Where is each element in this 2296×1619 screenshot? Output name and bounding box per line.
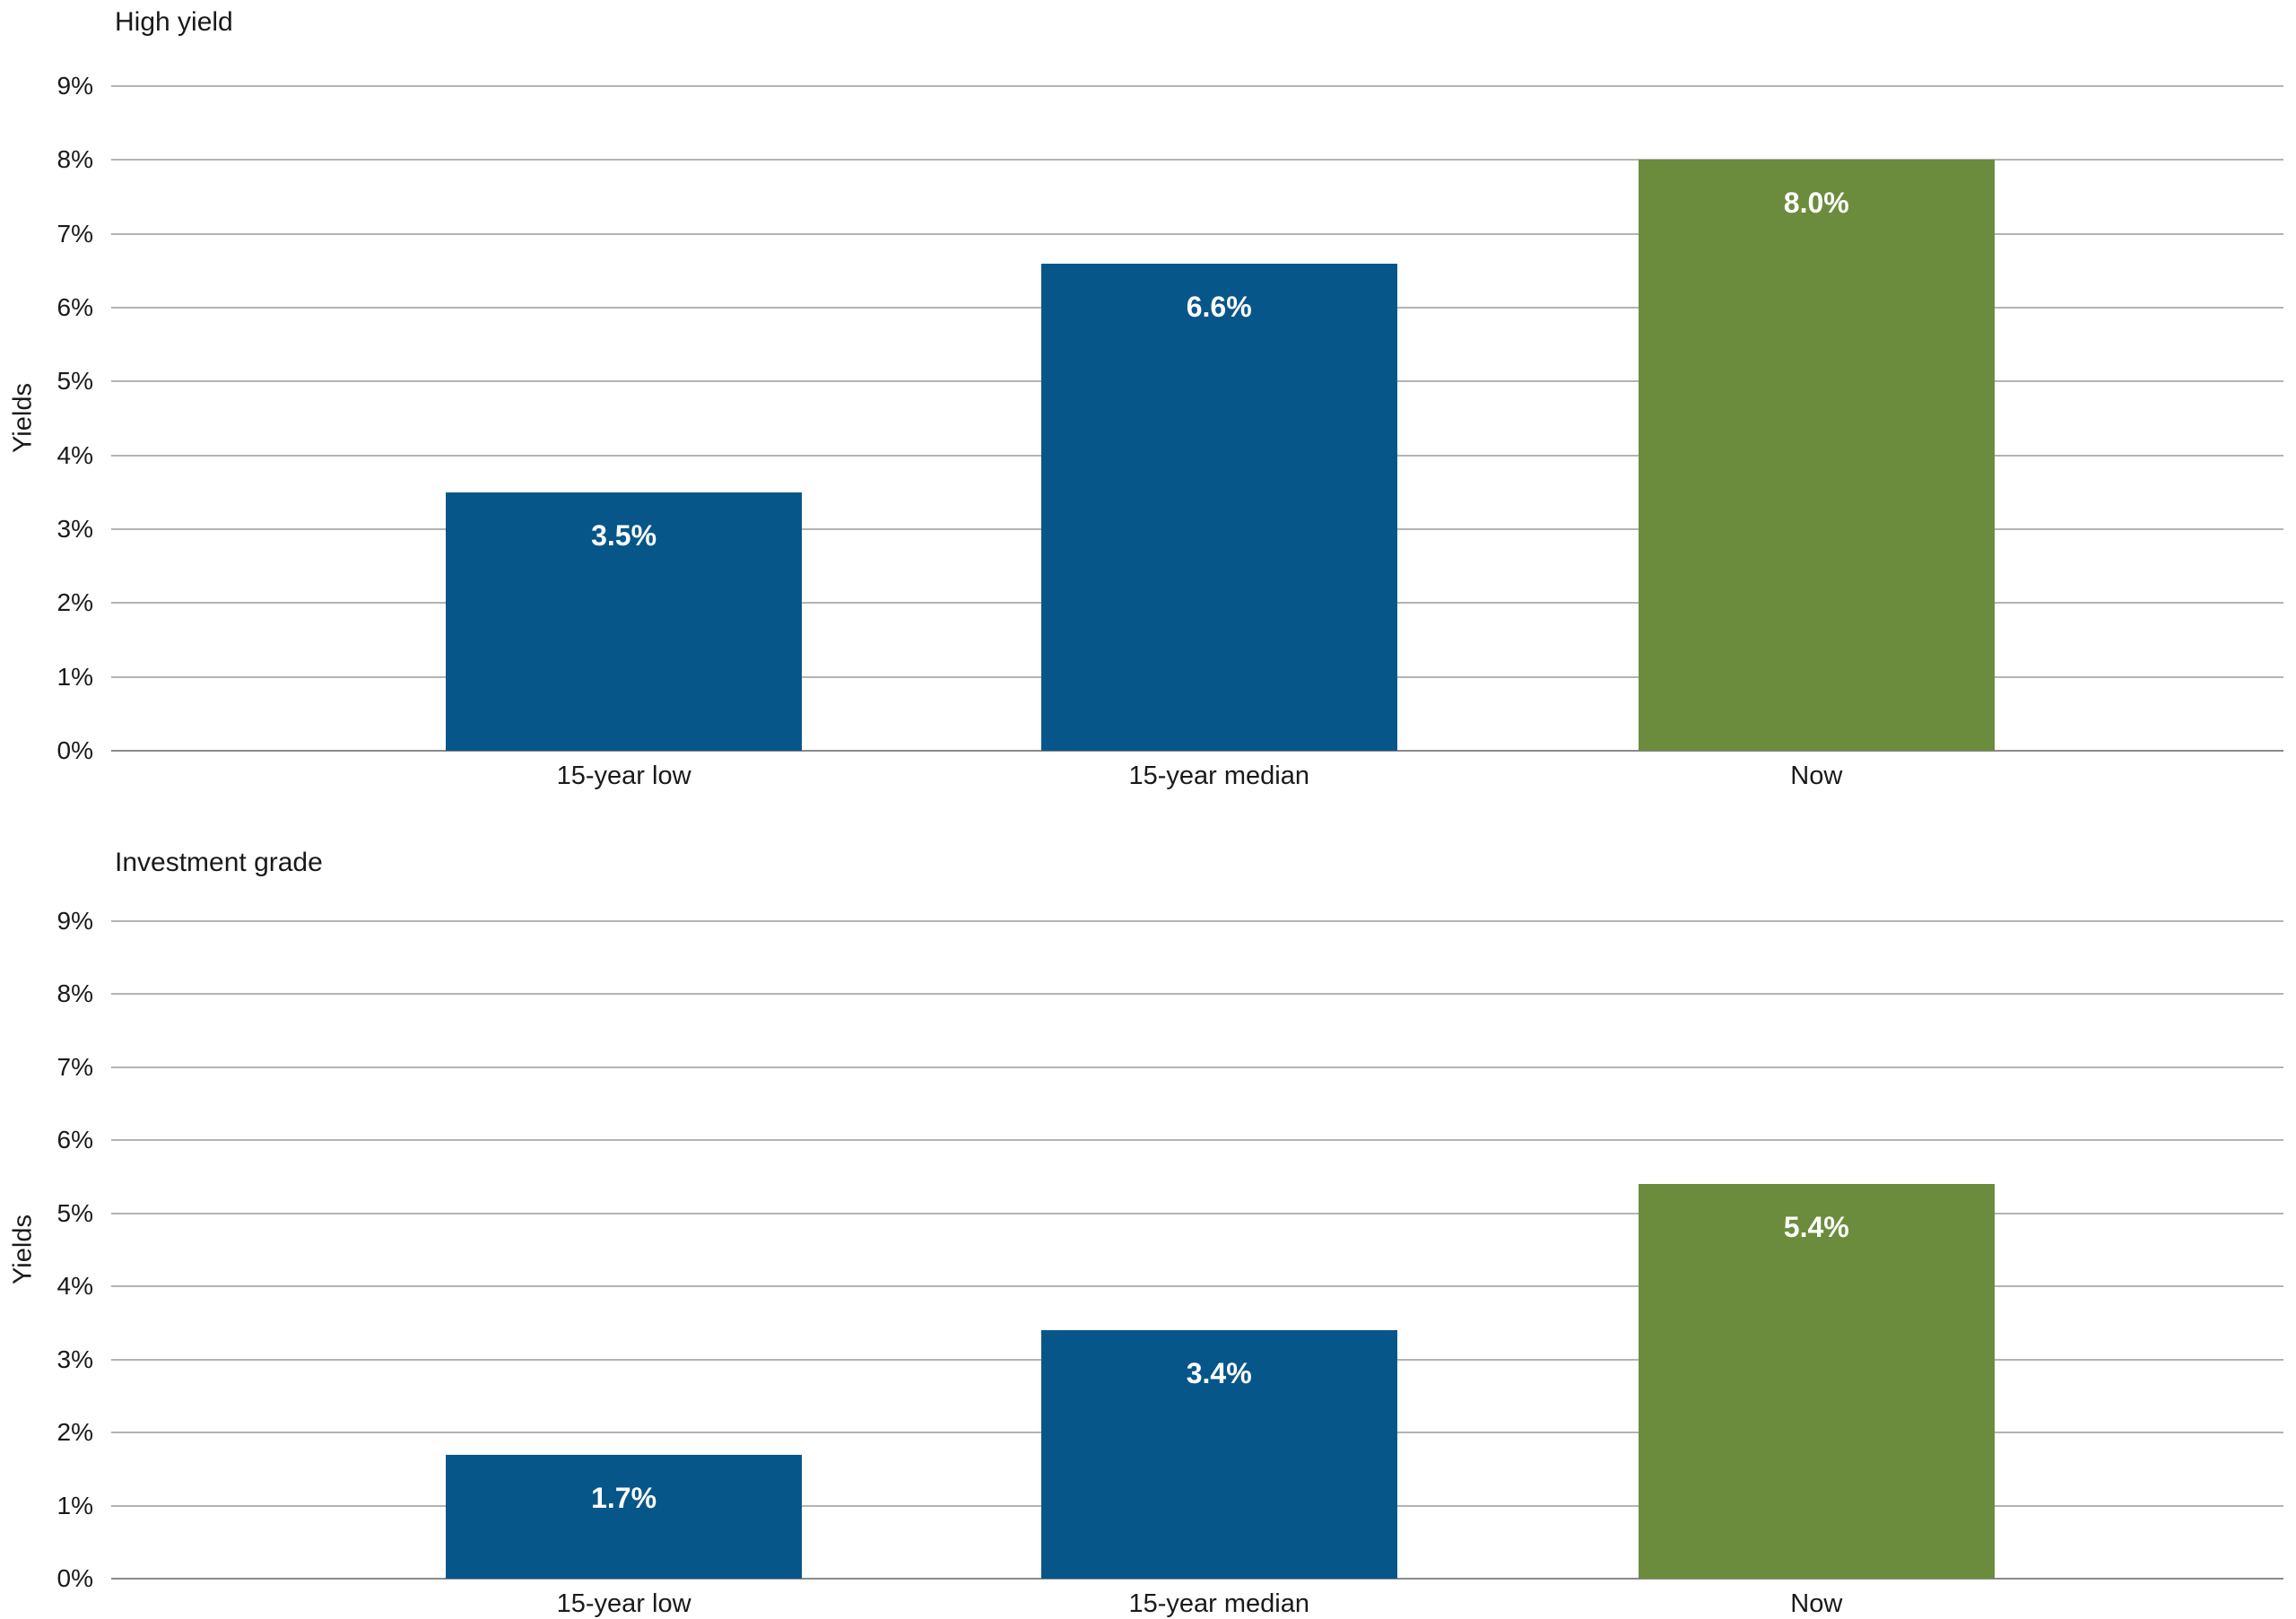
- gridline: [111, 232, 2283, 235]
- bar-value-label: 1.7%: [591, 1481, 657, 1514]
- y-tick-label: 9%: [57, 907, 93, 935]
- y-tick-label: 4%: [57, 440, 93, 469]
- y-tick-label: 6%: [57, 1126, 93, 1154]
- plot-area: 0% 1% 2% 3% 4% 5% 6% 7% 8% 9% 3.5% 15-year low 6.6% 1…: [57, 72, 2283, 790]
- y-tick-label: 0%: [57, 1564, 93, 1592]
- chart-investment-grade: Investment grade Yields 0% 1% 2% 3% 4% 5% 6% 7%…: [0, 807, 2296, 1618]
- bar-value-label: 5.4%: [1783, 1211, 1849, 1244]
- gridline: [111, 159, 2283, 161]
- y-tick-label: 2%: [57, 588, 93, 617]
- bar-value-label: 8.0%: [1783, 187, 1849, 220]
- x-category-label: Now: [1790, 762, 1843, 790]
- bar-now: 5.4%: [1638, 1184, 1995, 1579]
- bar-value-label: 3.5%: [591, 518, 657, 552]
- y-tick-label: 9%: [57, 72, 93, 100]
- y-tick-label: 2%: [57, 1418, 93, 1447]
- chart-title: Investment grade: [115, 848, 323, 877]
- chart-high-yield: High yield Yields 0% 1% 2% 3% 4% 5% 6% 7% 8% 9% 3.…: [0, 0, 2296, 807]
- gridline: [111, 85, 2283, 87]
- x-category-label: 15-year low: [556, 1589, 691, 1618]
- gridline: [111, 920, 2283, 922]
- y-axis-label: Yields: [8, 383, 38, 453]
- bar-now: 8.0%: [1638, 160, 1995, 751]
- y-tick-label: 1%: [57, 1491, 93, 1519]
- chart-title: High yield: [115, 7, 233, 37]
- y-tick-label: 8%: [57, 145, 93, 174]
- bar-15-year-low: 1.7%: [445, 1454, 803, 1579]
- gridline: [111, 1066, 2283, 1068]
- y-tick-label: 7%: [57, 1052, 93, 1081]
- x-category-label: 15-year median: [1128, 1589, 1309, 1618]
- plot-area: 0% 1% 2% 3% 4% 5% 6% 7% 8% 9% 1.7% 15-year low 3.4% 1…: [57, 907, 2283, 1618]
- gridline: [111, 1139, 2283, 1142]
- x-category-label: 15-year low: [556, 762, 691, 790]
- gridline: [111, 993, 2283, 996]
- bar-value-label: 3.4%: [1186, 1357, 1252, 1390]
- bar-value-label: 6.6%: [1186, 290, 1252, 323]
- y-tick-label: 8%: [57, 979, 93, 1008]
- y-tick-label: 6%: [57, 293, 93, 321]
- x-category-label: 15-year median: [1128, 762, 1309, 790]
- y-tick-label: 1%: [57, 662, 93, 691]
- x-category-label: Now: [1790, 1589, 1843, 1618]
- y-tick-label: 5%: [57, 367, 93, 396]
- x-axis-baseline: [111, 750, 2283, 752]
- bar-15-year-low: 3.5%: [445, 492, 803, 751]
- x-axis-baseline: [111, 1578, 2283, 1580]
- gridline: [111, 1212, 2283, 1214]
- gridline: [111, 1285, 2283, 1288]
- y-tick-label: 5%: [57, 1198, 93, 1227]
- y-tick-label: 4%: [57, 1272, 93, 1301]
- y-axis-label: Yields: [8, 1214, 38, 1284]
- y-tick-label: 3%: [57, 1345, 93, 1373]
- bar-15-year-median: 3.4%: [1040, 1330, 1397, 1579]
- y-tick-label: 0%: [57, 736, 93, 764]
- y-tick-label: 7%: [57, 219, 93, 248]
- y-tick-label: 3%: [57, 515, 93, 543]
- bar-15-year-median: 6.6%: [1040, 263, 1397, 751]
